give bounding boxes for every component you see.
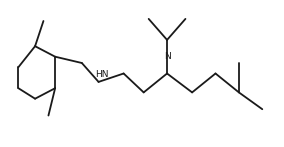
Text: N: N	[164, 52, 170, 61]
Text: HN: HN	[95, 70, 109, 79]
